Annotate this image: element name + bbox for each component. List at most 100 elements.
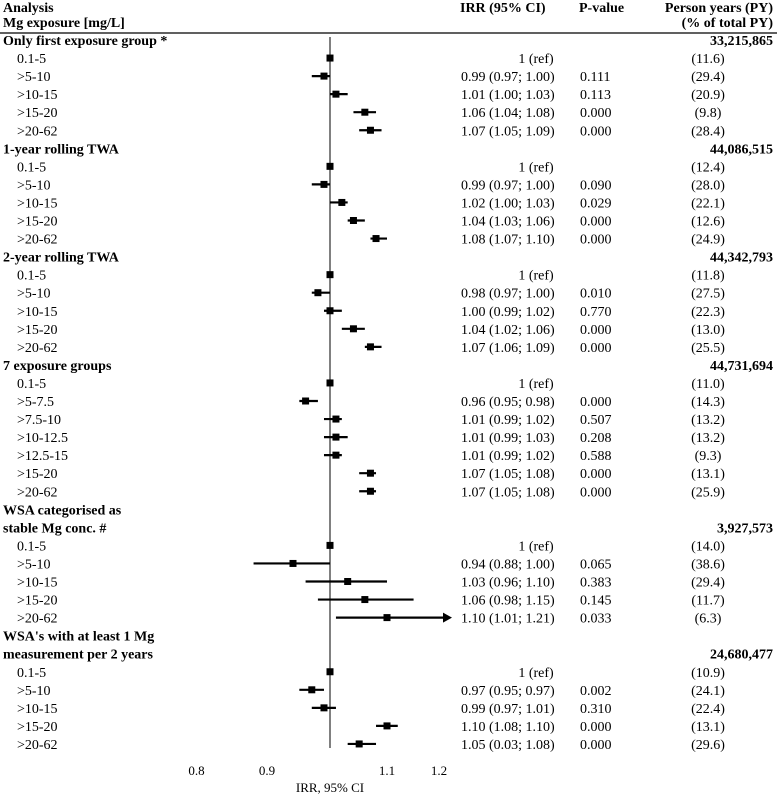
row-pvalue: 0.029 (580, 196, 612, 211)
row-pvalue: 0.000 (580, 738, 612, 753)
group-title: Only first exposure group * (3, 34, 167, 49)
point-estimate (383, 614, 391, 622)
row-exposure-label: >20-62 (17, 738, 58, 753)
row-pvalue: 0.000 (580, 467, 612, 482)
row-exposure-label: 0.1-5 (17, 52, 46, 67)
point-estimate (289, 559, 297, 567)
group-title: WSA categorised as (3, 503, 122, 518)
row-irr-ci: 1.04 (1.03; 1.06) (461, 215, 555, 230)
header-person-years: Person years (PY) (665, 1, 773, 16)
group-title: stable Mg conc. # (3, 521, 106, 536)
row-pvalue: 0.000 (580, 215, 612, 230)
header-person-years-pct: (% of total PY) (682, 16, 774, 31)
row-irr-ci: 1.06 (0.98; 1.15) (461, 594, 555, 609)
row-person-years-pct: (14.0) (691, 539, 725, 554)
row-irr-ci: 1.00 (0.99; 1.02) (461, 305, 555, 320)
row-exposure-label: >10-15 (17, 576, 58, 591)
x-tick-label: 1.1 (379, 763, 395, 778)
point-estimate (355, 740, 363, 748)
row-irr-ci: 0.96 (0.95; 0.98) (461, 395, 555, 410)
row-person-years-pct: (29.6) (691, 738, 725, 753)
group-total-person-years: 33,215,865 (710, 34, 773, 49)
row-irr-ci: 0.99 (0.97; 1.01) (461, 702, 555, 717)
row-person-years-pct: (22.1) (691, 196, 725, 211)
row-exposure-label: 0.1-5 (17, 269, 46, 284)
row-person-years-pct: (20.9) (691, 88, 725, 103)
row-pvalue: 0.588 (580, 449, 612, 464)
row-exposure-label: 0.1-5 (17, 539, 46, 554)
row-exposure-label: >10-15 (17, 702, 58, 717)
row-exposure-label: >5-10 (17, 557, 51, 572)
group-total-person-years: 24,680,477 (710, 648, 773, 663)
row-person-years-pct: (13.1) (691, 720, 725, 735)
row-exposure-label: >15-20 (17, 720, 58, 735)
row-pvalue: 0.065 (580, 557, 612, 572)
point-estimate (349, 325, 357, 333)
row-irr-ci: 1.01 (1.00; 1.03) (461, 88, 555, 103)
row-person-years-pct: (12.4) (691, 160, 725, 175)
row-pvalue: 0.002 (580, 684, 612, 699)
row-irr-ci: 1.05 (0.03; 1.08) (461, 738, 555, 753)
row-exposure-label: >15-20 (17, 323, 58, 338)
row-person-years-pct: (13.0) (691, 323, 725, 338)
row-exposure-label: >10-15 (17, 196, 58, 211)
row-person-years-pct: (22.4) (691, 702, 725, 717)
row-person-years-pct: (25.5) (691, 341, 725, 356)
row-irr-ci: 1.10 (1.01; 1.21) (461, 612, 555, 627)
row-pvalue: 0.010 (580, 287, 612, 302)
marks-layer (253, 54, 452, 748)
point-estimate (361, 108, 369, 116)
row-person-years-pct: (22.3) (691, 305, 725, 320)
point-estimate (338, 198, 346, 206)
header-exposure: Mg exposure [mg/L] (3, 16, 125, 31)
row-irr-ci: 1 (ref) (518, 160, 554, 175)
row-exposure-label: >15-20 (17, 215, 58, 230)
row-pvalue: 0.000 (580, 720, 612, 735)
point-estimate (332, 433, 340, 441)
row-person-years-pct: (9.8) (695, 106, 722, 121)
row-irr-ci: 1.01 (0.99; 1.02) (461, 413, 555, 428)
group-total-person-years: 3,927,573 (717, 521, 773, 536)
row-exposure-label: >20-62 (17, 612, 58, 627)
point-estimate (320, 72, 328, 80)
group-title: measurement per 2 years (3, 648, 153, 663)
row-irr-ci: 1.07 (1.05; 1.08) (461, 485, 555, 500)
row-person-years-pct: (11.6) (691, 52, 725, 67)
row-person-years-pct: (28.0) (691, 178, 725, 193)
row-irr-ci: 0.99 (0.97; 1.00) (461, 178, 555, 193)
row-pvalue: 0.000 (580, 395, 612, 410)
row-irr-ci: 0.99 (0.97; 1.00) (461, 70, 555, 85)
row-exposure-label: >5-10 (17, 178, 51, 193)
row-pvalue: 0.033 (580, 612, 612, 627)
point-estimate (366, 126, 374, 134)
row-irr-ci: 1.07 (1.05; 1.09) (461, 124, 555, 139)
row-pvalue: 0.090 (580, 178, 612, 193)
row-exposure-label: >20-62 (17, 124, 58, 139)
group-title: 7 exposure groups (3, 359, 112, 374)
row-irr-ci: 1.06 (1.04; 1.08) (461, 106, 555, 121)
x-tick-label: 1.2 (431, 763, 447, 778)
row-person-years-pct: (13.2) (691, 413, 725, 428)
point-estimate (349, 217, 357, 224)
row-person-years-pct: (6.3) (695, 612, 722, 627)
point-estimate (314, 289, 322, 297)
row-irr-ci: 1 (ref) (518, 539, 554, 554)
row-pvalue: 0.770 (580, 305, 612, 320)
row-pvalue: 0.113 (580, 88, 611, 103)
header-irr: IRR (95% CI) (460, 1, 546, 16)
row-exposure-label: >7.5-10 (17, 413, 61, 428)
row-irr-ci: 1 (ref) (518, 269, 554, 284)
row-person-years-pct: (38.6) (691, 557, 725, 572)
group-title: 2-year rolling TWA (3, 251, 120, 266)
row-irr-ci: 1.02 (1.00; 1.03) (461, 196, 555, 211)
row-irr-ci: 1.07 (1.05; 1.08) (461, 467, 555, 482)
row-irr-ci: 0.94 (0.88; 1.00) (461, 557, 555, 572)
row-pvalue: 0.208 (580, 431, 612, 446)
row-irr-ci: 1.07 (1.06; 1.09) (461, 341, 555, 356)
row-exposure-label: >10-15 (17, 305, 58, 320)
row-person-years-pct: (27.5) (691, 287, 725, 302)
group-title: WSA's with at least 1 Mg (3, 630, 154, 645)
row-person-years-pct: (14.3) (691, 395, 725, 410)
row-person-years-pct: (13.1) (691, 467, 725, 482)
